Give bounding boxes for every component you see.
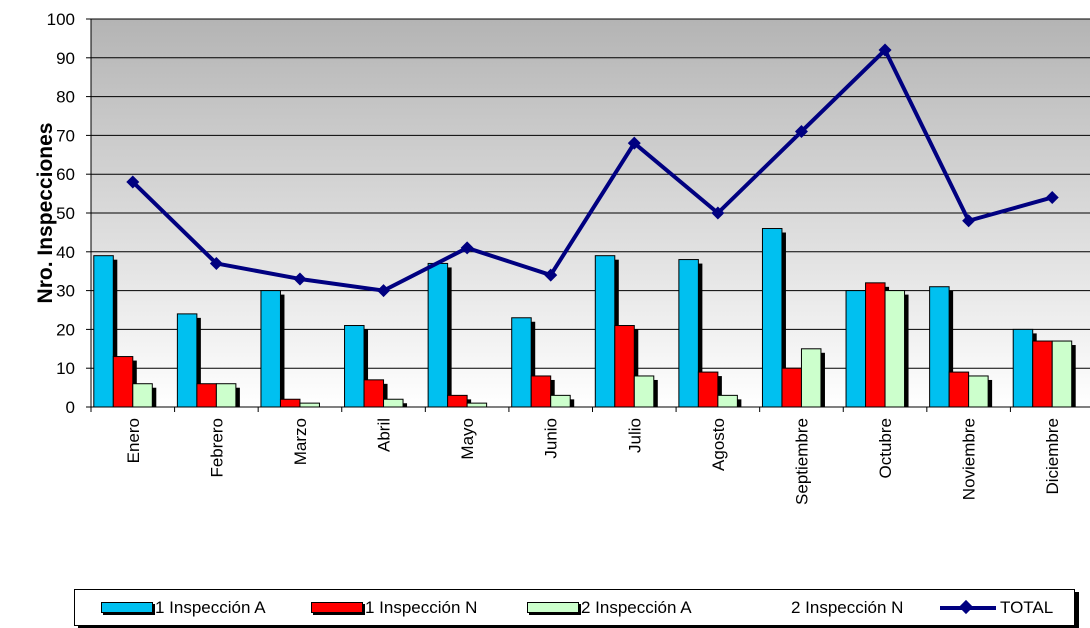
bar-1-inspeccion-n-junio bbox=[530, 375, 552, 408]
legend-item-2-inspeccion-n: 2 Inspección N bbox=[791, 590, 903, 625]
line-total bbox=[131, 48, 1053, 293]
bar-2-inspeccion-a-septiembre bbox=[800, 348, 822, 408]
y-tick-label: 90 bbox=[56, 49, 75, 68]
bar-1-inspeccion-a-marzo bbox=[260, 290, 281, 408]
bar-1-inspeccion-a-noviembre bbox=[929, 286, 950, 408]
x-tick-label-abril: Abril bbox=[375, 418, 394, 452]
bar-1-inspeccion-n-agosto bbox=[697, 371, 719, 408]
y-tick-label: 30 bbox=[56, 282, 75, 301]
y-axis-label: Nro. Inspecciones bbox=[34, 123, 57, 304]
bar-2-inspeccion-a-mayo bbox=[466, 402, 488, 408]
bar-2-inspeccion-a-noviembre bbox=[968, 375, 989, 408]
bar-1-inspeccion-n-noviembre bbox=[948, 371, 970, 408]
y-axis: 0 10 20 30 40 50 60 70 80 90 100 bbox=[47, 10, 92, 417]
bar-1-inspeccion-n-septiembre bbox=[781, 367, 802, 408]
legend-label: 2 Inspección N bbox=[791, 597, 904, 617]
point-total-junio bbox=[544, 268, 558, 282]
point-total-agosto bbox=[711, 206, 725, 220]
bar-1-inspeccion-n-mayo bbox=[447, 394, 468, 408]
x-tick-label-febrero: Febrero bbox=[207, 418, 226, 478]
y-tick-label: 50 bbox=[56, 204, 75, 223]
bar-1-inspeccion-n-diciembre bbox=[1032, 340, 1053, 408]
point-total-marzo bbox=[293, 272, 307, 286]
bar-1-inspeccion-n-julio bbox=[614, 325, 635, 408]
bar-1-inspeccion-a-agosto bbox=[678, 259, 699, 408]
legend-label: 1 Inspección N bbox=[365, 597, 478, 617]
bar-1-inspeccion-n-enero bbox=[112, 356, 134, 408]
bar-1-inspeccion-a-febrero bbox=[176, 313, 198, 408]
bar-2-inspeccion-a-agosto bbox=[717, 394, 738, 408]
x-tick-label-septiembre: Septiembre bbox=[792, 418, 811, 505]
bar-1-inspeccion-n-abril bbox=[363, 379, 385, 408]
bar-1-inspeccion-a-octubre bbox=[845, 290, 867, 408]
point-total-febrero bbox=[209, 256, 223, 270]
bar-2-inspeccion-a-febrero bbox=[215, 383, 237, 408]
x-tick-label-enero: Enero bbox=[124, 418, 143, 463]
legend-item-2-inspeccion-a: 2 Inspección A bbox=[527, 590, 692, 625]
x-axis: Enero Febrero Marzo Abril Mayo Junio Julio Agos… bbox=[90, 406, 1090, 505]
point-total-enero bbox=[126, 175, 140, 189]
legend-item-1-inspeccion-a: 1 Inspección A bbox=[101, 590, 266, 625]
x-tick-label-agosto: Agosto bbox=[709, 418, 728, 471]
bar-1-inspeccion-n-octubre bbox=[865, 282, 886, 408]
y-tick-label: 80 bbox=[56, 88, 75, 107]
bar-1-inspeccion-a-enero bbox=[93, 255, 114, 408]
bar-1-inspeccion-a-septiembre bbox=[761, 228, 783, 408]
y-tick-label: 70 bbox=[56, 126, 75, 145]
point-total-mayo bbox=[460, 241, 474, 255]
bar-2-inspeccion-a-abril bbox=[383, 398, 404, 408]
point-total-julio bbox=[627, 136, 641, 150]
total-line bbox=[126, 43, 1059, 298]
legend-label: 1 Inspección A bbox=[155, 597, 266, 617]
point-total-abril bbox=[377, 284, 391, 298]
legend-line-marker bbox=[940, 599, 996, 614]
bar-1-inspeccion-n-febrero bbox=[196, 383, 217, 408]
bar-1-inspeccion-n-marzo bbox=[279, 398, 301, 408]
bar-1-inspeccion-a-julio bbox=[594, 255, 616, 408]
legend-label: TOTAL bbox=[1000, 597, 1054, 617]
legend-swatch bbox=[311, 602, 363, 613]
x-tick-label-diciembre: Diciembre bbox=[1043, 418, 1062, 495]
bar-2-inspeccion-a-marzo bbox=[299, 402, 320, 408]
x-tick-label-julio: Julio bbox=[625, 418, 644, 453]
point-total-septiembre bbox=[794, 125, 808, 139]
x-tick-label-marzo: Marzo bbox=[291, 418, 310, 465]
y-tick-label: 10 bbox=[56, 359, 75, 378]
x-tick-label-noviembre: Noviembre bbox=[960, 418, 979, 500]
bar-2-inspeccion-a-enero bbox=[132, 383, 153, 408]
bar-2-inspeccion-a-diciembre bbox=[1051, 340, 1073, 408]
point-total-octubre bbox=[878, 43, 892, 57]
legend-label: 2 Inspección A bbox=[581, 597, 692, 617]
legend-swatch bbox=[101, 602, 153, 613]
bar-2-inspeccion-a-junio bbox=[550, 394, 571, 408]
x-tick-label-junio: Junio bbox=[542, 418, 561, 459]
y-tick-label: 100 bbox=[47, 10, 75, 29]
y-tick-label: 60 bbox=[56, 165, 75, 184]
legend-swatch bbox=[527, 602, 579, 613]
x-tick-label-octubre: Octubre bbox=[876, 418, 895, 478]
bar-1-inspeccion-a-diciembre bbox=[1012, 328, 1034, 408]
bar-1-inspeccion-a-mayo bbox=[427, 262, 449, 408]
x-tick-label-mayo: Mayo bbox=[458, 418, 477, 460]
bar-1-inspeccion-a-abril bbox=[344, 325, 365, 408]
y-tick-label: 40 bbox=[56, 243, 75, 262]
bar-2-inspeccion-a-octubre bbox=[884, 290, 906, 408]
legend-item-total: TOTAL bbox=[940, 590, 1053, 625]
y-tick-label: 0 bbox=[66, 398, 75, 417]
legend-item-1-inspeccion-n: 1 Inspección N bbox=[311, 590, 477, 625]
gridlines bbox=[91, 57, 1090, 369]
y-tick-label: 20 bbox=[56, 320, 75, 339]
point-total-noviembre bbox=[962, 214, 976, 228]
bar-1-inspeccion-a-junio bbox=[511, 317, 532, 408]
bar-2-inspeccion-a-julio bbox=[633, 375, 655, 408]
point-total-diciembre bbox=[1045, 190, 1059, 204]
legend: 1 Inspección A 1 Inspección N 2 Inspecci… bbox=[74, 589, 1075, 626]
